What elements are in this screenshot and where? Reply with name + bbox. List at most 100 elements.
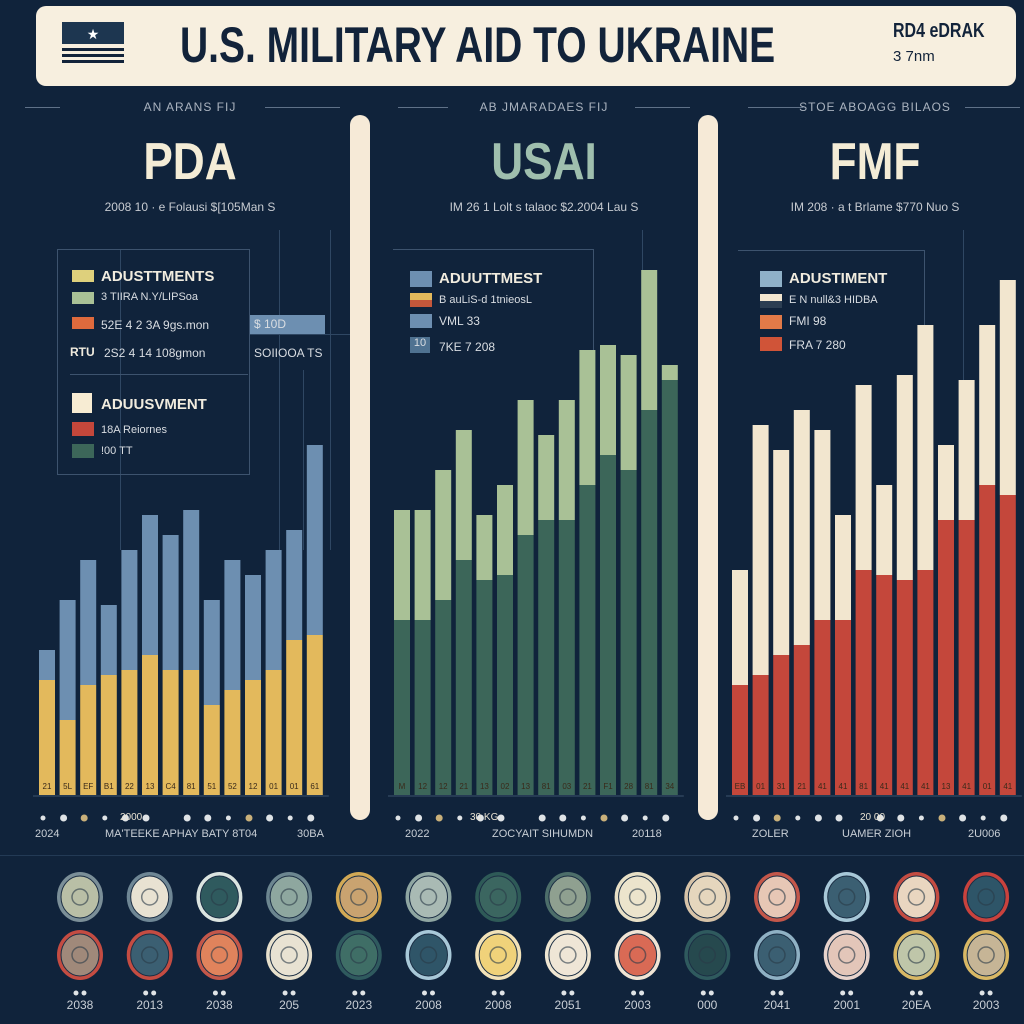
bar-usai-base-5 (497, 575, 513, 795)
dot-marker (559, 814, 567, 822)
dot-marker (60, 814, 68, 822)
dot-marker (457, 815, 463, 821)
bar-fmf-base-3 (793, 645, 810, 795)
legend-swatch (72, 317, 94, 329)
bar-label: 41 (818, 782, 827, 791)
bar-label: 81 (187, 782, 196, 791)
legend-swatch (72, 444, 94, 458)
bar-fmf-base-1 (752, 675, 769, 795)
legend-swatch (760, 337, 782, 351)
bar-label: 12 (418, 782, 427, 791)
dot-marker (569, 990, 575, 996)
bar-pda-top-7 (183, 510, 200, 670)
badge-top-icon (544, 872, 591, 922)
kicker-rule (265, 107, 340, 108)
dot-marker (499, 990, 505, 996)
badge-top-icon (335, 872, 382, 922)
bar-label: 34 (665, 782, 674, 791)
bar-usai-top-3 (455, 430, 472, 560)
bar-pda-top-6 (162, 535, 179, 670)
dot-marker (897, 814, 905, 822)
dot-marker (753, 814, 761, 822)
bar-pda-base-7 (183, 670, 200, 795)
bar-fmf-base-12 (979, 485, 996, 795)
dot-marker (840, 990, 846, 996)
bar-usai-top-12 (641, 270, 658, 410)
bar-label: 81 (542, 782, 551, 791)
dot-marker (183, 814, 191, 822)
bar-usai-top-10 (600, 345, 616, 455)
bar-usai-base-0 (394, 620, 410, 795)
bar-pda-top-13 (306, 445, 323, 635)
bar-label: 28 (624, 782, 633, 791)
bar-label: 22 (125, 782, 134, 791)
badge-year-label: 2008 (415, 998, 442, 1012)
legend-item: 52E 4 2 3A 9gs.mon (101, 318, 210, 332)
dot-marker (631, 990, 637, 996)
bar-pda-base-10 (245, 680, 261, 795)
bar-pda-base-12 (286, 640, 303, 795)
bar-charts: 21 5L EF B1 22 13 C4 81 51 52 12 01 01 61 M 12 12 21 13 02 1… (33, 270, 1022, 822)
legend-swatch (410, 293, 432, 307)
dot-marker (538, 814, 546, 822)
dot-marker (1000, 814, 1008, 822)
legend-item: B auLiS-d 1tnieosL (439, 294, 532, 306)
bar-label: B1 (104, 782, 114, 791)
bar-usai-top-7 (538, 435, 555, 520)
legend-item: 3 TIIRA N.Y/LIPSoa (101, 291, 199, 303)
bar-pda-top-11 (265, 550, 282, 670)
panel-kicker: AB JMARADAES FIJ (479, 100, 609, 114)
badge-year-label: 2051 (554, 998, 582, 1012)
bar-label: 13 (146, 782, 155, 791)
dot-marker (282, 990, 288, 996)
badge-top-icon (266, 872, 313, 922)
legend-heading: ADUSTTMENTS (101, 268, 215, 285)
bar-fmf-top-9 (917, 325, 934, 570)
dot-marker (918, 815, 924, 821)
panel-divider (350, 115, 370, 820)
dot-marker (204, 814, 212, 822)
panel-title-pda: PDA (143, 133, 237, 191)
corner-sublabel: 3 7nm (893, 48, 935, 65)
page-title: U.S. MILITARY AID TO UKRAINE (180, 17, 776, 73)
badge-bottom-icon (475, 930, 522, 980)
badge-year-label: 2023 (345, 998, 373, 1012)
legend-prefix: RTU (70, 345, 95, 359)
legend-item: E N null&3 HIDBA (789, 294, 878, 306)
bar-fmf-base-8 (896, 580, 913, 795)
caption: UAMER ZIOH (842, 828, 912, 840)
bar-fmf-top-12 (979, 325, 996, 485)
dots-label: 30 KG (470, 812, 499, 823)
bar-usai-top-0 (394, 510, 410, 620)
bar-pda-top-5 (142, 515, 158, 655)
legend-swatch (760, 271, 782, 287)
dot-marker (307, 814, 315, 822)
bar-fmf-base-0 (732, 685, 748, 795)
dot-marker (708, 990, 714, 996)
dot-marker (415, 814, 423, 822)
bar-fmf-base-6 (855, 570, 872, 795)
kicker-rule (635, 107, 690, 108)
bar-pda-base-2 (80, 685, 97, 795)
bar-usai-top-8 (558, 400, 575, 520)
legend-swatch (72, 270, 94, 282)
dot-marker (352, 990, 358, 996)
badge-bottom-icon (684, 930, 731, 980)
badge-year-label: 000 (697, 998, 718, 1012)
bar-fmf-top-10 (938, 445, 954, 520)
dot-marker (287, 815, 293, 821)
bar-label: 41 (839, 782, 848, 791)
dot-marker (642, 815, 648, 821)
badge-bottom-icon (893, 930, 940, 980)
bar-label: 21 (797, 782, 806, 791)
legend-item: 18A Reiornes (101, 424, 168, 436)
dot-marker (621, 814, 629, 822)
bar-pda-base-6 (162, 670, 179, 795)
bar-label: 21 (43, 782, 52, 791)
dot-marker (639, 990, 645, 996)
bar-pda-top-8 (203, 600, 220, 705)
dot-marker (73, 990, 79, 996)
bar-label: 41 (962, 782, 971, 791)
bar-fmf-base-4 (814, 620, 831, 795)
dot-marker (700, 990, 706, 996)
